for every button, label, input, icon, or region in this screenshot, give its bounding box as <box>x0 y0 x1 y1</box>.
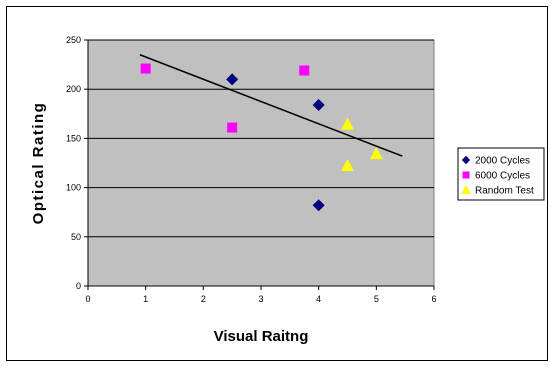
y-tick-label: 200 <box>66 84 81 94</box>
y-tick-label: 150 <box>66 133 81 143</box>
data-point <box>299 65 310 76</box>
data-point <box>341 158 354 171</box>
x-axis-title: Visual Raitng <box>214 328 309 345</box>
x-tick-label: 4 <box>316 294 321 304</box>
data-point <box>140 63 151 74</box>
data-points <box>140 63 383 212</box>
data-point <box>312 199 325 212</box>
legend-item: 6000 Cycles <box>462 171 530 182</box>
legend-label: Random Test <box>475 186 534 197</box>
trend-line <box>139 54 403 157</box>
x-tick-label: 2 <box>201 294 206 304</box>
x-tick-label: 1 <box>143 294 148 304</box>
legend-marker <box>462 171 470 179</box>
x-tick-label: 0 <box>85 294 90 304</box>
legend-box <box>457 147 545 201</box>
y-tick-label: 0 <box>76 281 81 291</box>
x-tick-label: 6 <box>431 294 436 304</box>
data-point <box>369 147 383 160</box>
x-tick-label: 3 <box>258 294 263 304</box>
data-point <box>312 98 325 111</box>
y-axis-title: Optical Rating <box>30 102 47 225</box>
legend-marker <box>461 184 471 194</box>
x-axis-ticks: 0 1 2 3 4 5 6 <box>85 286 437 304</box>
data-point <box>226 73 239 86</box>
y-tick-label: 250 <box>66 35 81 45</box>
data-point <box>341 117 354 130</box>
legend-label: 6000 Cycles <box>475 171 530 182</box>
legend-label: 2000 Cycles <box>475 156 530 167</box>
y-tick-label: 50 <box>71 232 81 242</box>
legend-item: Random Test <box>461 184 534 197</box>
data-point <box>227 122 238 133</box>
x-tick-label: 5 <box>374 294 379 304</box>
plot-area <box>87 39 435 287</box>
legend: 2000 Cycles 6000 Cycles Random Test <box>457 147 545 201</box>
grid-lines <box>88 39 434 238</box>
y-axis-ticks: 0 50 100 150 200 250 <box>66 35 88 291</box>
y-tick-label: 100 <box>66 183 81 193</box>
